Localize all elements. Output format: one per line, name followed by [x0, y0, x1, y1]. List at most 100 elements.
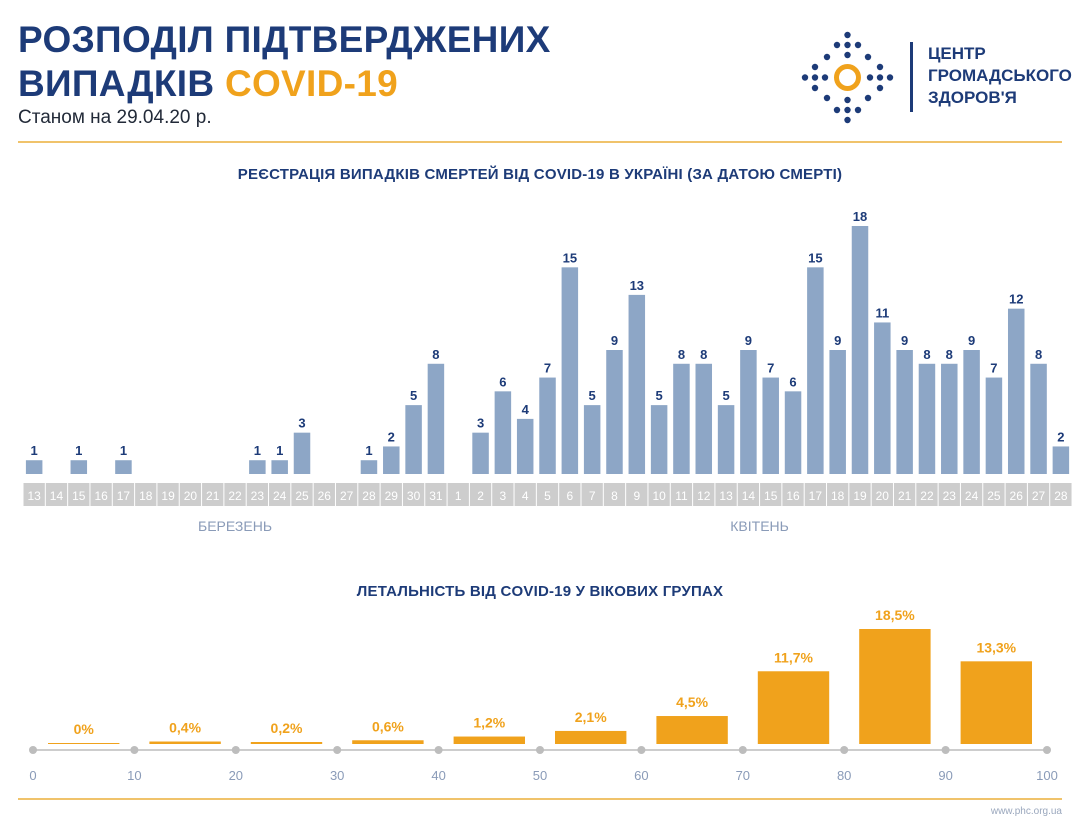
lethality-value-label: 1,2% — [473, 715, 505, 731]
date-tick-label: 15 — [72, 489, 86, 503]
date-cell — [335, 483, 358, 506]
month-label: КВІТЕНЬ — [730, 518, 789, 534]
death-bar — [472, 432, 489, 474]
date-tick-label: 11 — [675, 489, 688, 503]
death-value-label: 1 — [75, 443, 82, 458]
date-cell — [90, 483, 112, 506]
date-cell — [983, 483, 1005, 506]
age-tick-label: 40 — [431, 768, 445, 783]
death-bar — [427, 363, 445, 474]
death-value-label: 6 — [499, 374, 506, 389]
date-cell — [737, 483, 760, 506]
death-value-label: 15 — [563, 250, 577, 265]
death-value-label: 5 — [722, 388, 729, 403]
date-cell — [447, 483, 469, 506]
death-value-label: 3 — [477, 416, 484, 431]
death-bar — [561, 267, 579, 474]
date-cell — [179, 483, 202, 506]
date-cell — [782, 483, 804, 506]
death-bar — [583, 405, 601, 474]
death-value-label: 9 — [745, 333, 752, 348]
date-tick-label: 14 — [50, 489, 64, 503]
date-cell — [291, 483, 313, 506]
death-bar — [673, 363, 690, 474]
footer-divider — [18, 798, 1062, 800]
page-title: РОЗПОДІЛ ПІДТВЕРДЖЕНИХ ВИПАДКІВ COVID-19 — [18, 18, 551, 106]
date-tick-label: 7 — [589, 489, 596, 503]
date-tick-label: 24 — [965, 489, 979, 503]
date-cell — [224, 483, 246, 506]
death-bar — [516, 418, 534, 474]
date-cell — [425, 483, 447, 506]
date-cell — [804, 483, 827, 506]
date-tick-label: 25 — [295, 489, 309, 503]
date-tick-label: 23 — [251, 489, 265, 503]
date-cell — [670, 483, 693, 506]
date-tick-label: 10 — [652, 489, 666, 503]
age-tick-label: 60 — [634, 768, 648, 783]
title-main-word: ВИПАДКІВ — [18, 63, 215, 104]
date-cell — [827, 483, 849, 506]
age-tick-label: 80 — [837, 768, 851, 783]
date-cell — [581, 483, 603, 506]
date-cell — [402, 483, 425, 506]
date-tick-label: 4 — [522, 489, 529, 503]
date-cell — [648, 483, 670, 506]
death-bar — [941, 363, 958, 474]
death-bar — [25, 460, 43, 474]
date-tick-label: 18 — [831, 489, 845, 503]
death-bar — [271, 460, 288, 474]
death-value-label: 18 — [853, 209, 867, 224]
date-tick-label: 17 — [809, 489, 823, 503]
logo-line-3: ЗДОРОВ'Я — [928, 88, 1017, 107]
death-value-label: 9 — [834, 333, 841, 348]
date-tick-label: 5 — [544, 489, 551, 503]
date-cell — [514, 483, 536, 506]
death-bar — [606, 350, 623, 474]
date-tick-label: 27 — [340, 489, 354, 503]
death-bar — [293, 432, 311, 474]
death-value-label: 9 — [968, 333, 975, 348]
date-tick-label: 13 — [719, 489, 733, 503]
death-value-label: 8 — [432, 347, 439, 362]
death-bar — [985, 377, 1003, 474]
date-tick-label: 21 — [206, 489, 220, 503]
death-bar — [784, 391, 802, 474]
death-value-label: 8 — [923, 347, 930, 362]
death-value-label: 5 — [410, 388, 417, 403]
lethality-value-label: 13,3% — [976, 639, 1016, 655]
death-value-label: 4 — [522, 402, 530, 417]
logo-divider — [910, 42, 913, 112]
date-cell — [849, 483, 871, 506]
date-tick-label: 28 — [362, 489, 376, 503]
date-cell — [157, 483, 179, 506]
lethality-bar — [352, 740, 424, 744]
date-tick-label: 14 — [742, 489, 756, 503]
date-cell — [1050, 483, 1072, 506]
death-bar — [740, 350, 757, 474]
age-tick-label: 30 — [330, 768, 344, 783]
date-tick-label: 16 — [94, 489, 108, 503]
age-tick-label: 0 — [29, 768, 36, 783]
footer-url: www.phc.org.ua — [990, 806, 1062, 817]
lethality-bar — [757, 671, 830, 744]
date-cell — [1027, 483, 1050, 506]
date-tick-label: 30 — [407, 489, 421, 503]
lethality-bar — [48, 743, 120, 744]
date-tick-label: 6 — [566, 489, 573, 503]
age-axis-dot — [1043, 746, 1051, 754]
date-cell — [135, 483, 157, 506]
death-bar — [360, 460, 378, 474]
logo-line-2: ГРОМАДСЬКОГО — [928, 66, 1072, 85]
death-value-label: 7 — [767, 361, 774, 376]
death-bar — [115, 460, 132, 474]
age-tick-label: 70 — [736, 768, 750, 783]
lethality-value-label: 4,5% — [676, 694, 708, 710]
date-tick-label: 31 — [429, 489, 443, 503]
death-value-label: 1 — [365, 443, 372, 458]
lethality-bar — [656, 716, 728, 744]
date-tick-label: 22 — [920, 489, 934, 503]
death-value-label: 2 — [388, 429, 395, 444]
